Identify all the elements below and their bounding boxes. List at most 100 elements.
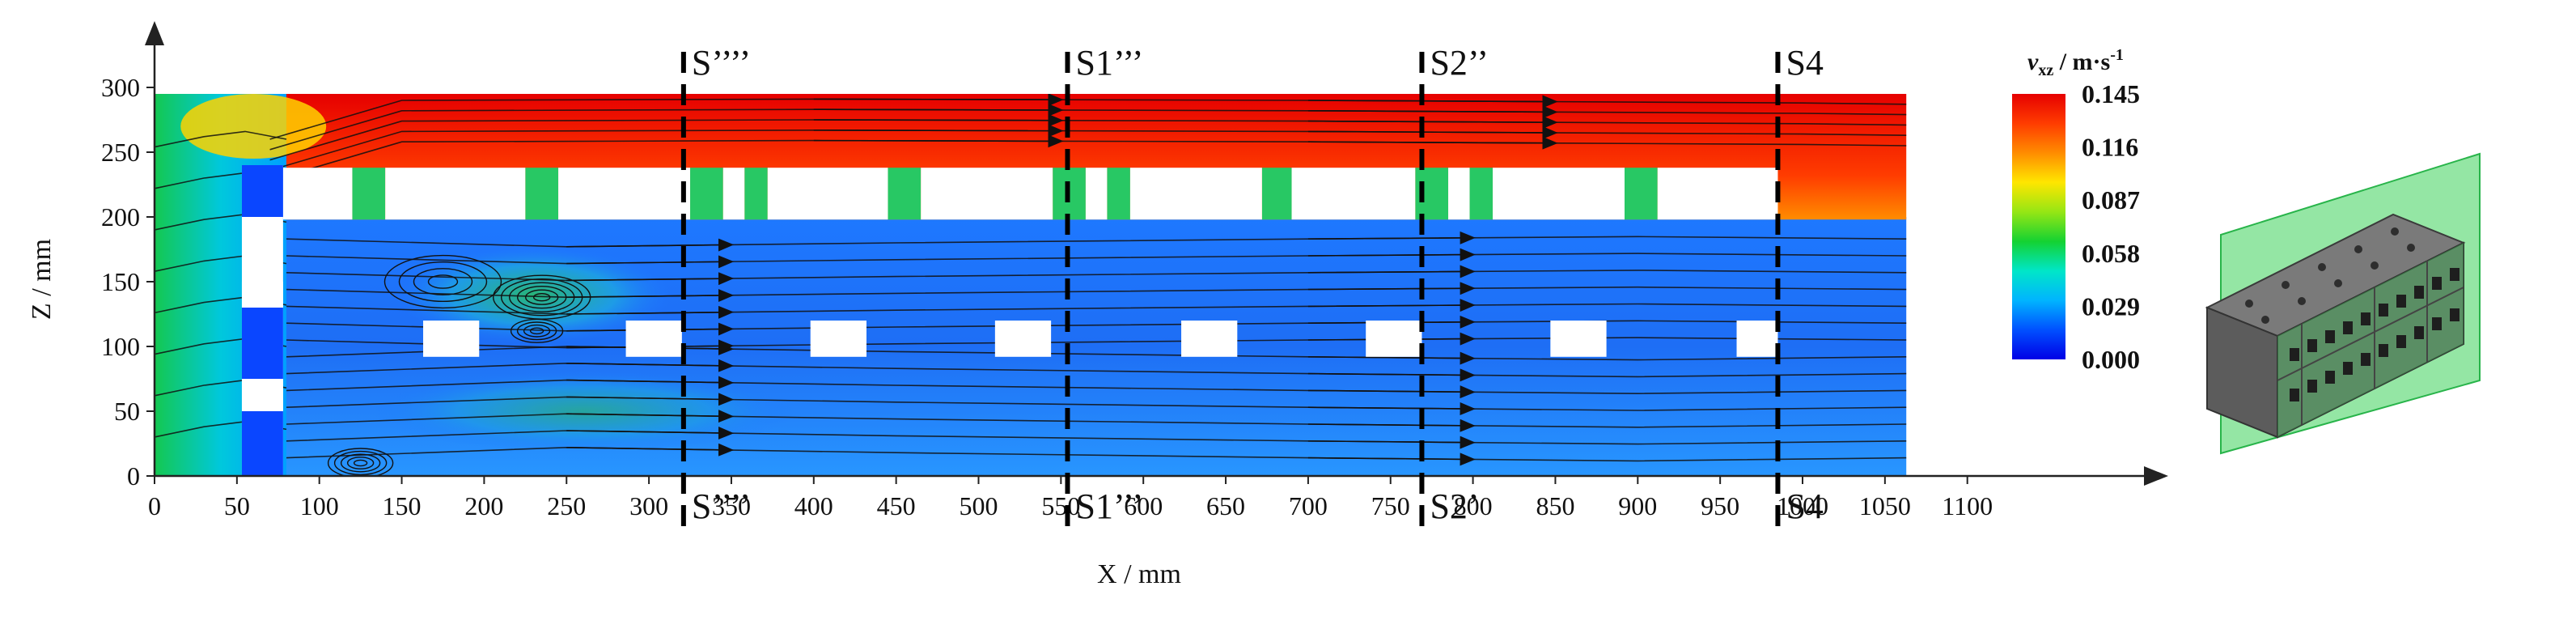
y-axis-ticks: 0 50 100 150 200 250 300 <box>101 73 155 491</box>
vortex-streamline <box>529 327 544 335</box>
y-tick-label: 300 <box>101 73 140 102</box>
section-label-bottom: S’’’’ <box>692 486 751 526</box>
solid-block-middle <box>1181 321 1238 357</box>
solid-block-top <box>1493 168 1625 220</box>
solid-block-top <box>1291 168 1416 220</box>
x-tick-label: 550 <box>1041 491 1080 520</box>
y-tick-label: 50 <box>114 397 140 426</box>
x-tick-label: 1000 <box>1777 491 1828 520</box>
streamline-arrow <box>566 305 735 319</box>
colorbar-tick-label: 0.029 <box>2082 291 2140 321</box>
streamline <box>286 320 1907 332</box>
streamline-arrow <box>1307 282 1476 295</box>
streamline <box>286 346 1907 361</box>
streamline-arrow <box>566 410 735 423</box>
inlet-wall-segment <box>241 282 283 308</box>
x-tick-label: 350 <box>712 491 751 520</box>
vortex-streamline <box>413 268 473 295</box>
vortex-streamline <box>523 324 551 338</box>
colorbar-tick-label: 0.000 <box>2082 345 2140 374</box>
vortex-streamline <box>333 450 388 476</box>
x-tick-label: 750 <box>1371 491 1410 520</box>
streamline <box>286 446 1907 462</box>
y-axis-arrowhead <box>145 21 164 45</box>
solid-block-top <box>282 168 353 220</box>
streamline <box>155 130 287 148</box>
y-tick-label: 250 <box>101 138 140 167</box>
vortex-streamline <box>353 459 368 467</box>
x-tick-label: 500 <box>960 491 998 520</box>
x-tick-label: 0 <box>148 491 161 520</box>
streamline-arrow <box>1307 368 1476 382</box>
colorbar-ticks: 0.000 0.029 0.058 0.087 0.116 0.145 <box>2082 79 2140 374</box>
x-axis-label: X / mm <box>1097 559 1181 589</box>
streamline-arrow <box>1307 95 1558 108</box>
solid-block-middle <box>810 321 866 357</box>
x-tick-label: 650 <box>1206 491 1245 520</box>
streamline-arrow <box>813 113 1064 127</box>
field-gap-jet <box>1469 168 1493 220</box>
field-vortex-region <box>396 246 672 343</box>
streamline <box>286 337 1907 349</box>
x-tick-label: 900 <box>1618 491 1657 520</box>
colorbar-tick-label: 0.116 <box>2082 133 2138 162</box>
inlet-opening <box>241 165 283 217</box>
field-gap-jet <box>352 168 386 220</box>
section-label-top: S2’’ <box>1430 43 1489 83</box>
streamline-arrow <box>1307 452 1476 466</box>
inlet-opening <box>241 308 283 379</box>
inlet-opening <box>241 411 283 476</box>
streamline-arrow <box>813 134 1064 148</box>
solid-block-top <box>1448 168 1470 220</box>
streamline-arrow <box>813 124 1064 138</box>
vortex-streamline <box>383 254 502 309</box>
streamline-arrow <box>1307 231 1476 244</box>
solid-block-middle <box>423 321 480 357</box>
vortex-streamline <box>427 274 459 289</box>
vortex-streamline <box>500 278 583 316</box>
x-tick-label: 150 <box>383 491 422 520</box>
solid-blocks <box>241 165 1778 476</box>
streamline-arrow <box>566 255 735 269</box>
streamline <box>286 379 1907 395</box>
y-axis-label: Z / mm <box>27 239 57 320</box>
streamline-arrow <box>1307 116 1558 130</box>
x-tick-label: 450 <box>877 491 916 520</box>
x-axis-arrowhead <box>2144 466 2168 486</box>
solid-block-top <box>722 168 745 220</box>
y-tick-label: 200 <box>101 202 140 232</box>
x-tick-label: 100 <box>300 491 339 520</box>
field-gap-jet <box>690 168 723 220</box>
colorbar-tick-label: 0.145 <box>2082 79 2140 108</box>
field-inlet-hotspot <box>180 94 327 159</box>
velocity-field <box>155 94 1907 476</box>
field-gap-jet <box>1107 168 1130 220</box>
solid-block-top <box>1657 168 1778 220</box>
vortex-streamline <box>516 286 567 309</box>
section-label-top: S1’’’ <box>1075 43 1143 83</box>
streamline <box>286 413 1907 428</box>
solid-block-top <box>1129 168 1262 220</box>
solid-block-middle <box>1366 321 1422 357</box>
solid-block-top <box>558 168 691 220</box>
x-axis-ticks: 0 50 100 150 200 250 300 350 400 450 500 550 600 650 7… <box>148 476 1993 520</box>
axes: 0 50 100 150 200 250 300 350 400 450 500 550 600 650 7… <box>27 21 2168 589</box>
colorbar-gradient <box>2012 94 2065 359</box>
streamline-arrow <box>1307 248 1476 261</box>
x-tick-label: 250 <box>547 491 586 520</box>
vortex-streamline <box>327 448 394 476</box>
streamline <box>286 286 1907 299</box>
x-tick-label: 850 <box>1536 491 1574 520</box>
streamline-arrow <box>566 393 735 406</box>
x-tick-label: 600 <box>1124 491 1163 520</box>
streamline-arrow <box>566 272 735 286</box>
streamline-arrow <box>566 359 735 372</box>
streamline-arrow <box>1307 385 1476 399</box>
streamline-arrow <box>566 376 735 389</box>
colorbar-tick-label: 0.058 <box>2082 239 2140 268</box>
streamlines <box>155 94 1907 476</box>
streamline-arrow <box>813 103 1064 117</box>
y-tick-label: 100 <box>101 332 140 361</box>
x-tick-label: 50 <box>224 491 250 520</box>
